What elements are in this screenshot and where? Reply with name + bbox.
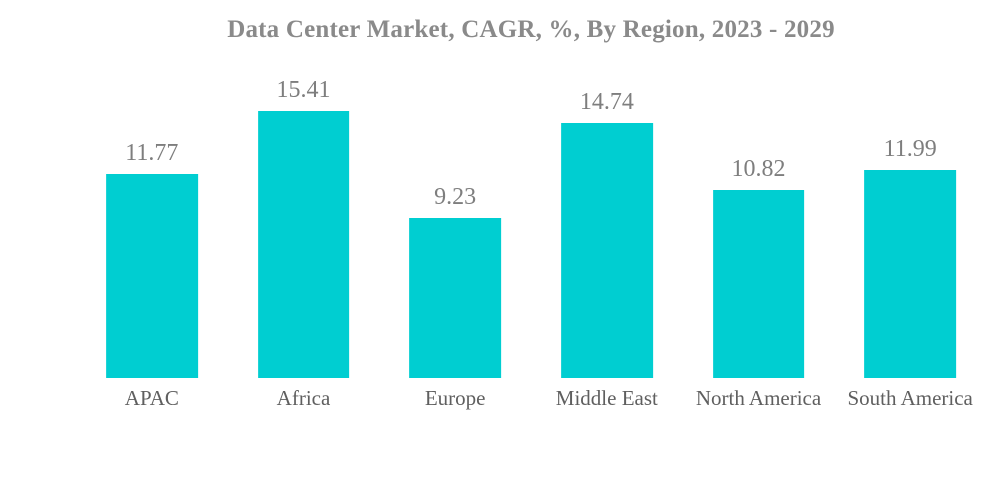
bar-column: 10.82 North America (683, 92, 835, 408)
bar-europe (409, 218, 502, 378)
bar-value-label: 15.41 (276, 76, 331, 103)
bar-value-label: 11.77 (125, 140, 179, 166)
bar-value-label: 14.74 (579, 88, 634, 115)
bar-column: 11.99 South America (834, 92, 986, 408)
bar-africa (257, 110, 350, 378)
bar-value-label: 11.99 (883, 136, 937, 163)
bar-apac (105, 174, 198, 378)
chart-title: Data Center Market, CAGR, %, By Region, … (227, 16, 835, 43)
category-label: Africa (276, 386, 331, 410)
bar-south-america (864, 170, 957, 378)
bar-middle-east (560, 122, 653, 378)
bar-column: 14.74 Middle East (531, 88, 683, 409)
category-label: Europe (424, 386, 486, 410)
bar-value-label: 10.82 (731, 156, 786, 183)
bar-column: 9.23 Europe (379, 92, 531, 409)
category-label: North America (695, 386, 822, 410)
bar-north-america (712, 190, 805, 378)
category-label: APAC (124, 386, 179, 410)
plot-area: 11.77 APAC 15.41 Africa 9.23 Europe 14.74 Middl… (76, 78, 986, 409)
bar-value-label: 9.23 (434, 184, 477, 211)
bar-column: 15.41 Africa (228, 78, 380, 409)
category-label: Middle East (555, 386, 658, 410)
category-label: South America (847, 386, 973, 410)
bar-column: 11.77 APAC (76, 92, 228, 409)
